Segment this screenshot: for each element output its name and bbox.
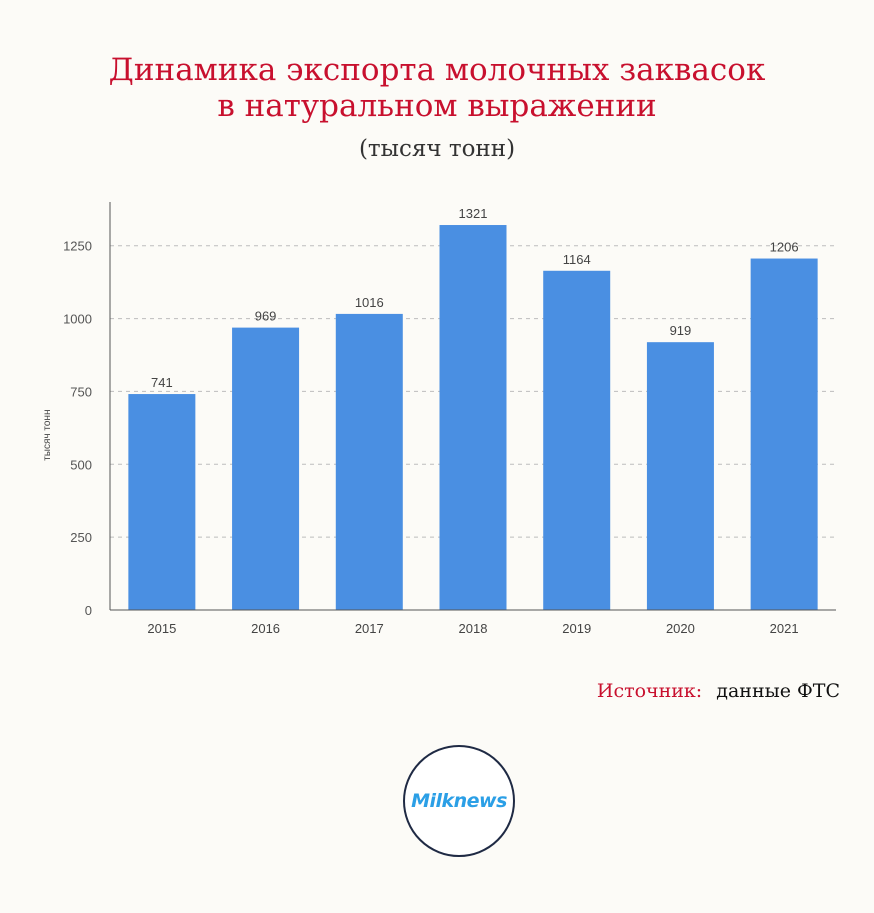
chart-subtitle: (тысяч тонн) (358, 136, 516, 162)
data-label: 919 (670, 323, 692, 338)
chart-title-line1: Динамика экспорта молочных заквасок (108, 52, 766, 88)
bar (335, 313, 403, 610)
logo-text: Milknews (411, 790, 507, 812)
chart-title: Динамика экспорта молочных заквасок в на… (0, 52, 874, 124)
x-tick-label: 2019 (562, 621, 591, 636)
data-label: 1321 (459, 206, 488, 221)
x-tick-label: 2018 (459, 621, 488, 636)
y-tick-label: 500 (70, 457, 92, 472)
bar (439, 225, 507, 610)
milknews-logo: Milknews (403, 745, 515, 857)
bar (646, 342, 714, 610)
chart-title-line2: в натуральном выражении (217, 88, 657, 124)
source-value: данные ФТС (716, 680, 840, 702)
data-label: 1016 (355, 295, 384, 310)
y-tick-label: 750 (70, 384, 92, 399)
x-tick-label: 2017 (355, 621, 384, 636)
data-label: 1206 (770, 240, 799, 255)
bar (750, 258, 818, 610)
y-tick-label: 0 (85, 603, 92, 618)
source-label: Источник: (596, 680, 703, 702)
source-note: Источник: данные ФТС (597, 680, 840, 702)
x-tick-label: 2016 (251, 621, 280, 636)
data-label: 741 (151, 375, 173, 390)
bar (232, 327, 300, 610)
x-tick-label: 2021 (770, 621, 799, 636)
x-tick-label: 2015 (147, 621, 176, 636)
bar (543, 270, 611, 610)
y-tick-label: 1000 (63, 312, 92, 327)
data-label: 969 (255, 309, 277, 324)
y-tick-label: 1250 (63, 239, 92, 254)
data-label: 1164 (563, 252, 591, 267)
bar-chart: 0 250 500 750 1000 1250 741 2015 969 2016 1016 2017… (42, 202, 836, 636)
y-tick-label: 250 (70, 530, 92, 545)
y-axis-title: тысяч тонн (42, 410, 53, 461)
x-tick-label: 2020 (666, 621, 695, 636)
bar (128, 394, 196, 610)
